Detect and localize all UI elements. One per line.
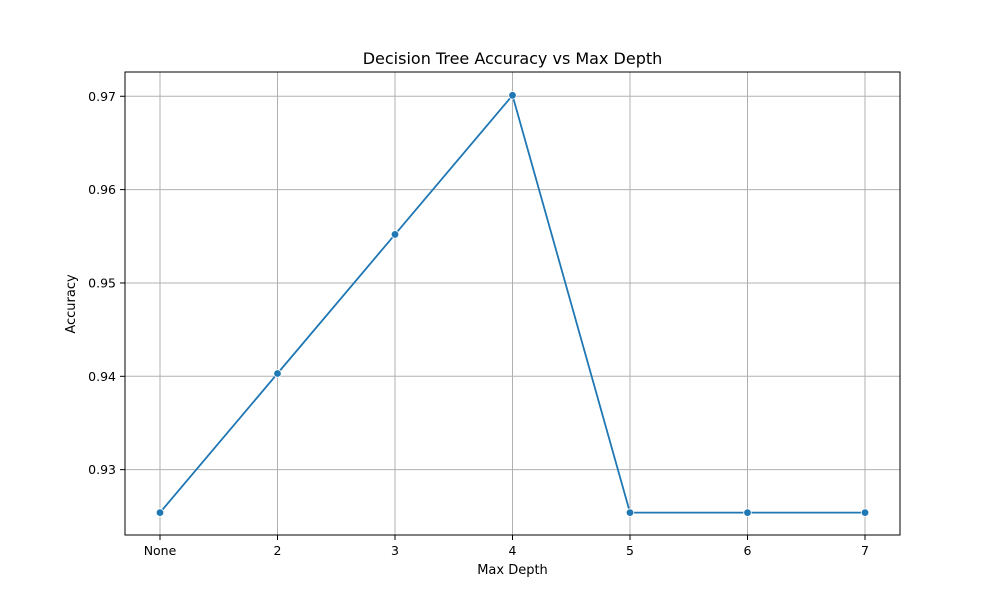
x-tick-label: 4: [509, 543, 517, 558]
data-point: [390, 230, 400, 239]
y-tick-label: 0.95: [88, 275, 116, 290]
x-tick-label: None: [144, 543, 177, 558]
data-point: [625, 508, 635, 517]
x-tick-label: 3: [391, 543, 399, 558]
x-tick-label: 6: [744, 543, 752, 558]
y-tick-label: 0.96: [88, 182, 116, 197]
x-tick-label: 7: [861, 543, 869, 558]
y-tick-label: 0.93: [88, 462, 116, 477]
x-axis-label: Max Depth: [477, 563, 548, 578]
y-tick-label: 0.97: [88, 89, 116, 104]
y-tick-label: 0.94: [88, 369, 116, 384]
series: [155, 91, 870, 517]
y-axis-label: Accuracy: [64, 274, 79, 334]
data-point: [508, 91, 517, 100]
data-point: [155, 508, 165, 517]
x-tick-label: 5: [626, 543, 634, 558]
data-point: [743, 508, 752, 517]
chart-title: Decision Tree Accuracy vs Max Depth: [363, 49, 663, 68]
grid: [125, 72, 900, 535]
data-point: [860, 508, 870, 517]
axis-ticks: None 2 3 4 5 6 7 0.93 0.94 0.95 0.96 0.97: [88, 89, 869, 558]
data-point: [273, 369, 282, 378]
x-tick-label: 2: [274, 543, 282, 558]
